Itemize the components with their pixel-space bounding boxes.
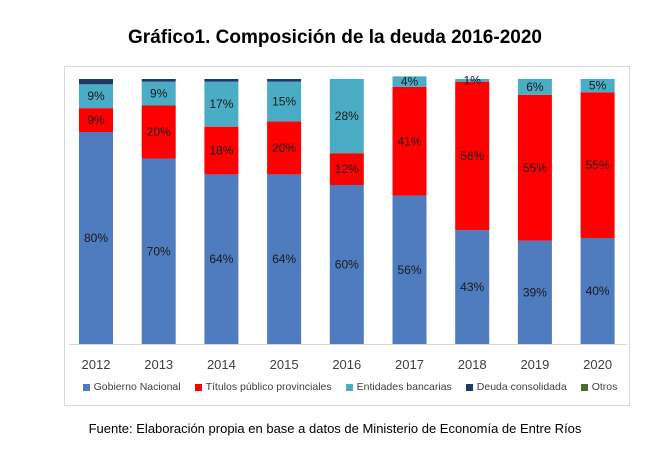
- bar-segment-2012-s2: [79, 84, 113, 109]
- bar-segment-2013-s3: [141, 79, 176, 82]
- data-label-2017-s2: 4%: [401, 75, 419, 89]
- data-label-2017-s0: 56%: [397, 263, 421, 277]
- data-label-2016-s0: 60%: [335, 258, 359, 272]
- chart-title: Gráfico1. Composición de la deuda 2016-2…: [128, 27, 542, 48]
- legend-label: Otros: [591, 381, 618, 393]
- data-label-2019-s1: 55%: [523, 161, 547, 175]
- bar-segment-2018-s1: [455, 81, 490, 231]
- bar-segment-2019-s2: [517, 79, 552, 95]
- bar-segment-2015-s2: [267, 81, 302, 122]
- stacked-bar-chart: 80% 9% 9% 2012 70% 20% 9% 2013 64% 18% 17% 2014 64% 2…: [69, 73, 627, 372]
- source-note: Fuente: Elaboración propia en base a dat…: [88, 421, 582, 436]
- bar-segment-2012-s3: [79, 79, 113, 85]
- data-label-2016-s1: 12%: [335, 162, 359, 176]
- legend-label: Títulos público provinciales: [205, 381, 332, 393]
- data-label-2018-s1: 56%: [460, 149, 484, 163]
- x-tick-label-2015: 2015: [270, 357, 299, 372]
- chart-area: 80% 9% 9% 2012 70% 20% 9% 2013 64% 18% 17% 2014 64% 2…: [64, 66, 630, 406]
- x-tick-label-2012: 2012: [82, 357, 111, 372]
- bar-segment-2016-s2: [329, 79, 364, 154]
- data-label-2018-s0: 43%: [460, 280, 484, 294]
- bar-segment-2012-s1: [79, 108, 113, 132]
- data-label-2020-s2: 5%: [589, 79, 607, 93]
- data-label-2012-s1: 9%: [87, 113, 105, 127]
- legend-item-4: Otros: [580, 381, 618, 393]
- legend-item-3: Deuda consolidada: [465, 381, 567, 393]
- x-tick-label-2014: 2014: [207, 357, 236, 372]
- bar-segment-2013-s2: [141, 81, 176, 106]
- bar-segment-2014-s0: [204, 174, 239, 344]
- bar-segment-2012-s0: [79, 132, 113, 344]
- legend-item-1: Títulos público provinciales: [194, 381, 332, 393]
- data-label-2012-s2: 9%: [87, 89, 105, 103]
- legend-label: Deuda consolidada: [476, 381, 567, 393]
- data-label-2018-s2: 1%: [464, 73, 482, 87]
- legend-label: Gobierno Nacional: [93, 381, 181, 393]
- bar-segment-2016-s0: [329, 185, 364, 344]
- bar-segment-2019-s0: [517, 240, 552, 344]
- bar-segment-2017-s2: [392, 76, 427, 87]
- data-label-2014-s2: 17%: [209, 97, 233, 111]
- data-label-2012-s0: 80%: [84, 231, 108, 245]
- bar-segment-2019-s1: [517, 94, 552, 241]
- bar-segment-2015-s3: [267, 79, 302, 82]
- data-label-2015-s0: 64%: [272, 252, 296, 266]
- x-tick-label-2016: 2016: [332, 357, 361, 372]
- bar-segment-2014-s2: [204, 81, 239, 127]
- bar-segment-2020-s1: [580, 92, 615, 238]
- x-tick-label-2020: 2020: [583, 357, 612, 372]
- data-label-2013-s2: 9%: [150, 87, 168, 101]
- x-tick-label-2018: 2018: [458, 357, 487, 372]
- data-label-2015-s2: 15%: [272, 95, 296, 109]
- bar-segment-2015-s1: [267, 121, 302, 175]
- bar-segment-2020-s0: [580, 238, 615, 344]
- data-label-2020-s0: 40%: [586, 284, 610, 298]
- data-label-2017-s1: 41%: [397, 134, 421, 148]
- legend-swatch: [345, 383, 353, 391]
- data-label-2019-s0: 39%: [523, 285, 547, 299]
- bar-segment-2017-s1: [392, 86, 427, 196]
- bar-segment-2016-s1: [329, 153, 364, 185]
- data-label-2016-s2: 28%: [335, 109, 359, 123]
- bar-segment-2020-s2: [580, 79, 615, 93]
- data-label-2014-s0: 64%: [209, 252, 233, 266]
- legend: Gobierno Nacional Títulos público provinc…: [70, 381, 630, 393]
- bar-segment-2013-s1: [141, 105, 176, 159]
- legend-swatch: [194, 383, 202, 391]
- legend-item-2: Entidades bancarias: [345, 381, 452, 393]
- legend-item-0: Gobierno Nacional: [82, 381, 181, 393]
- legend-label: Entidades bancarias: [356, 381, 452, 393]
- data-label-2013-s1: 20%: [147, 125, 171, 139]
- bar-segment-2015-s0: [267, 174, 302, 344]
- legend-swatch: [465, 383, 473, 391]
- data-label-2015-s1: 20%: [272, 141, 296, 155]
- bar-segment-2018-s2: [455, 79, 490, 82]
- bar-segment-2013-s0: [141, 158, 176, 344]
- bar-segment-2014-s1: [204, 126, 239, 175]
- x-tick-label-2013: 2013: [144, 357, 173, 372]
- bar-segment-2014-s3: [204, 79, 239, 82]
- x-tick-label-2019: 2019: [520, 357, 549, 372]
- data-label-2019-s2: 6%: [526, 80, 544, 94]
- data-label-2014-s1: 18%: [209, 144, 233, 158]
- data-label-2020-s1: 55%: [586, 158, 610, 172]
- legend-swatch: [82, 383, 90, 391]
- bar-segment-2017-s0: [392, 195, 427, 344]
- bar-segment-2018-s0: [455, 230, 490, 344]
- data-label-2013-s0: 70%: [147, 244, 171, 258]
- legend-swatch: [580, 383, 588, 391]
- x-tick-label-2017: 2017: [395, 357, 424, 372]
